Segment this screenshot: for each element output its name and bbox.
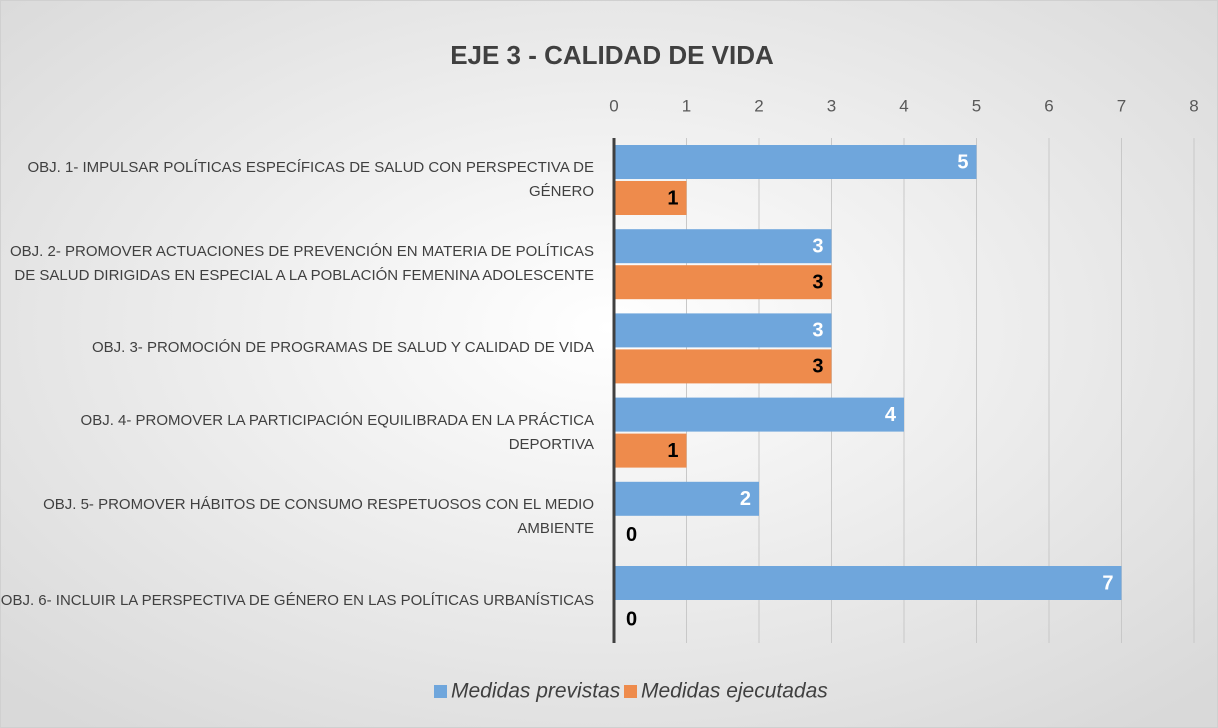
y-tick-label: OBJ. 3- PROMOCIÓN DE PROGRAMAS DE SALUD … [91,339,594,357]
y-tick-label: OBJ. 2- PROMOVER ACTUACIONES DE PREVENCI… [10,243,594,285]
data-label: 3 [812,356,823,378]
y-tick-label: OBJ. 1- IMPULSAR POLÍTICAS ESPECÍFICAS D… [27,159,594,200]
y-tick-label: OBJ. 4- PROMOVER LA PARTICIPACIÓN EQUILI… [80,411,594,453]
data-label: 3 [812,271,823,293]
x-tick-label: 8 [1189,96,1198,115]
bar [614,313,832,348]
chart-title: EJE 3 - CALIDAD DE VIDA [450,40,774,70]
bar [614,481,759,516]
x-tick-label: 2 [754,96,763,115]
legend-label: Medidas ejecutadas [641,680,828,703]
category-label-box: OBJ. 1- IMPULSAR POLÍTICAS ESPECÍFICAS D… [27,159,594,200]
data-label: 3 [812,235,823,257]
category-label-box: OBJ. 2- PROMOVER ACTUACIONES DE PREVENCI… [10,243,594,285]
bar [614,349,832,384]
data-label: 1 [667,187,678,209]
x-tick-label: 5 [972,96,981,115]
x-tick-label: 7 [1117,96,1126,115]
data-label: 2 [740,488,751,510]
y-tick-label: OBJ. 5- PROMOVER HÁBITOS DE CONSUMO RESP… [43,495,594,537]
data-label: 7 [1102,572,1113,594]
bar [614,181,687,215]
data-label: 4 [885,404,897,426]
data-label: 3 [812,320,823,342]
bar [614,265,832,300]
bar [614,397,904,432]
category-label-box: OBJ. 4- PROMOVER LA PARTICIPACIÓN EQUILI… [80,411,594,453]
data-label: 5 [957,151,968,173]
data-label: 0 [626,608,637,630]
bar [614,145,977,179]
category-label-box: OBJ. 6- INCLUIR LA PERSPECTIVA DE GÉNERO… [0,592,594,609]
x-tick-label: 1 [682,96,691,115]
legend-swatch [624,685,637,698]
bar [614,229,832,264]
x-tick-label: 0 [609,96,618,115]
y-tick-label: OBJ. 6- INCLUIR LA PERSPECTIVA DE GÉNERO… [0,592,594,609]
legend-label: Medidas previstas [451,680,621,703]
x-tick-label: 4 [899,96,908,115]
bar [614,433,687,468]
x-tick-label: 3 [827,96,836,115]
category-label-box: OBJ. 5- PROMOVER HÁBITOS DE CONSUMO RESP… [43,495,594,537]
data-label: 0 [626,524,637,546]
legend-swatch [434,685,447,698]
category-label-box: OBJ. 3- PROMOCIÓN DE PROGRAMAS DE SALUD … [91,339,594,357]
x-tick-label: 6 [1044,96,1053,115]
data-label: 1 [667,440,678,462]
bar [614,566,1122,600]
